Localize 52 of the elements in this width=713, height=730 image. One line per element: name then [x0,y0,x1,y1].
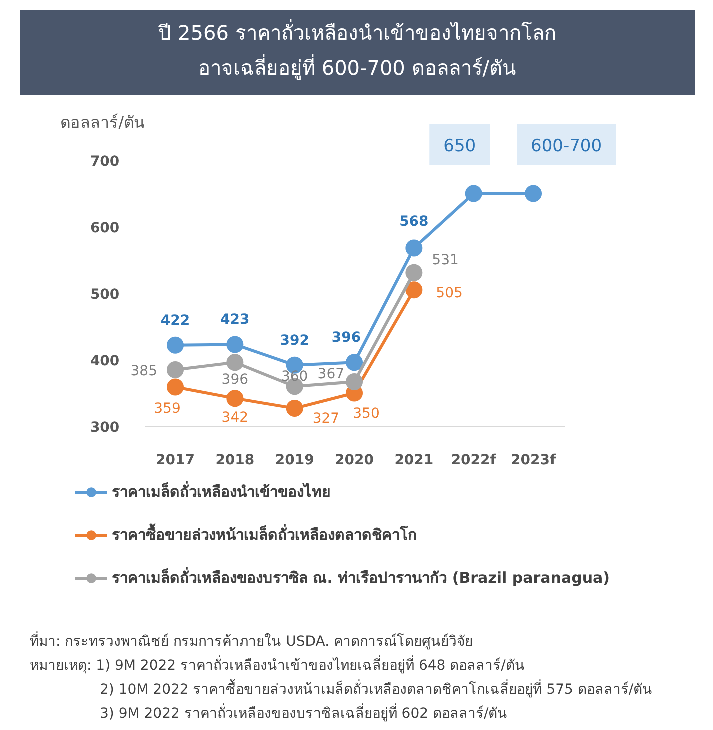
data-label: 568 [400,214,429,230]
point [525,185,542,202]
point [346,354,364,372]
legend-label: ราคาซื้อขายล่วงหน้าเมล็ดถั่วเหลืองตลาดชิคาโก [112,523,417,546]
data-label: 367 [318,366,345,382]
data-label: 392 [280,332,310,349]
point [465,185,482,202]
text: 3) 9M 2022 ราคาถั่วเหลืองของบราซิลเฉลี่ยอยู่ที่ 602 ดอลลาร์/ตัน [99,702,509,724]
point [286,400,304,418]
data-label: 505 [436,286,463,302]
x-tick-label: 2023f [510,452,557,468]
point [226,354,244,372]
legend-label: ราคาเมล็ดถั่วเหลืองนำเข้าของไทย [112,480,331,503]
data-label: 360 [281,369,308,386]
data-label: 396 [222,372,249,388]
y-axis-title: ดอลลาร์/ตัน [60,113,146,132]
y-tick-label: 600 [90,220,120,236]
point [406,282,423,299]
point [167,378,184,396]
x-tick-label: 2019 [275,452,314,468]
point [226,390,244,408]
y-tick-label: 500 [90,287,120,303]
data-label: 650 [444,136,476,156]
point [406,240,423,257]
y-tick-label: 400 [90,354,120,370]
chart-title: ปี 2566 ราคาถั่วเหลืองนำเข้าของไทยจากโลก อาจเฉลี่ยอยู่ที่ 600-700 ดอลลาร์/ตัน [158,18,556,82]
data-label: 327 [312,411,340,428]
data-label: 342 [222,410,249,426]
text: หมายเหตุ: 1) 9M 2022 ราคาถั่วเหลืองนำเข้าของไทยเฉลี่ยอยู่ที่ 648 ดอลลาร์/ตัน [30,654,526,676]
data-label: 385 [130,363,158,380]
text: ที่มา: กระทรวงพาณิชย์ กรมการค้าภายใน USDA. คาดการณ์โดยศูนย์วิจัย [30,630,474,652]
point [346,373,364,390]
data-label: 350 [353,406,380,422]
point [167,361,184,378]
text: 2) 10M 2022 ราคาซื้อขายล่วงหน้าเมล็ดถั่วเหลืองตลาดชิคาโกเฉลี่ยอยู่ที่ 575 ดอลลาร์/ตัน [99,678,653,700]
data-label: 600-700 [531,136,602,156]
data-label: 531 [432,252,459,268]
x-tick-label: 2017 [156,452,195,468]
data-label: 422 [160,312,190,329]
data-label: 423 [220,312,250,328]
point [167,336,184,354]
y-tick-label: 300 [90,420,120,436]
x-tick-label: 2021 [394,452,434,468]
legend-label: ราคาเมล็ดถั่วเหลืองของบราซิล ณ. ท่าเรือปารานากัว (Brazil paranagua) [112,566,610,589]
point [406,264,423,282]
x-tick-label: 2020 [335,452,374,468]
x-tick-label: 2018 [216,452,255,468]
y-tick-label: 700 [90,154,120,170]
data-label: 396 [332,330,362,346]
data-label: 359 [154,400,181,417]
point [226,336,244,354]
x-tick-label: 2022f [451,452,498,468]
